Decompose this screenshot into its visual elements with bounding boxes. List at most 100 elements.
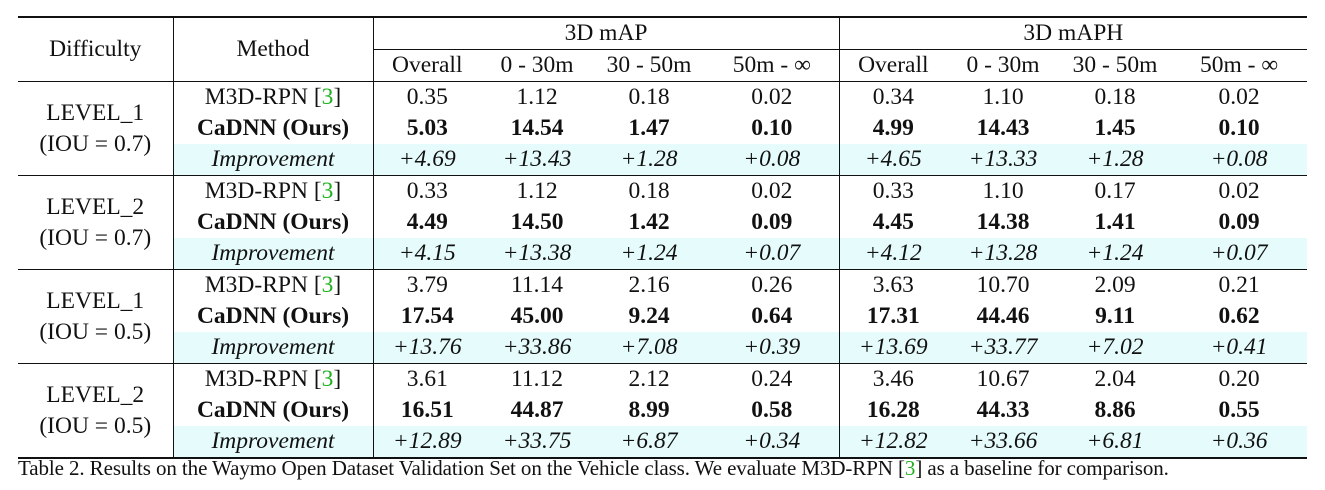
maph-value-cell: +7.02 bbox=[1059, 332, 1172, 364]
ours-row: CaDNN (Ours) 4.49 14.50 1.42 0.09 4.45 14.38 1.… bbox=[18, 207, 1307, 238]
maph-value-cell: +1.24 bbox=[1059, 238, 1172, 270]
results-table: Difficulty Method 3D mAP 3D mAPH Overall… bbox=[18, 16, 1308, 459]
ours-row: CaDNN (Ours) 17.54 45.00 9.24 0.64 17.31 44.46… bbox=[18, 301, 1307, 332]
method-cell: M3D-RPN [3] bbox=[172, 81, 373, 113]
method-header: Method bbox=[172, 16, 373, 82]
map-value-cell: 2.16 bbox=[593, 269, 705, 301]
citation-link[interactable]: 3 bbox=[321, 272, 334, 298]
caption-citation-link[interactable]: 3 bbox=[904, 456, 916, 480]
maph-value-cell: 1.10 bbox=[982, 84, 1024, 110]
caption-text-end: ] as a baseline for comparison. bbox=[915, 456, 1169, 480]
maph-value-cell: 14.43 bbox=[976, 115, 1030, 141]
map-value-cell: 1.42 bbox=[628, 209, 670, 235]
maph-value-cell: 0.20 bbox=[1171, 363, 1308, 395]
maph-value-cell: +4.65 bbox=[838, 144, 948, 176]
maph-value-cell: 9.11 bbox=[1095, 303, 1135, 329]
map-value-cell: 0.10 bbox=[751, 115, 793, 141]
method-cell: Improvement bbox=[172, 238, 373, 270]
method-cell: Improvement bbox=[172, 144, 373, 176]
map-value-cell: 5.03 bbox=[372, 113, 481, 144]
citation-link[interactable]: 3 bbox=[321, 366, 334, 392]
map-value-cell: 9.24 bbox=[628, 303, 670, 329]
map-value-cell: 0.02 bbox=[705, 175, 840, 207]
map-value-cell: +6.87 bbox=[593, 426, 705, 459]
map-value-cell: +0.08 bbox=[705, 144, 840, 176]
method-cell: CaDNN (Ours) bbox=[172, 207, 373, 238]
maph-value-cell: 10.70 bbox=[947, 269, 1060, 301]
map-value-cell: 1.47 bbox=[628, 115, 670, 141]
maph-value-cell: 3.63 bbox=[838, 269, 948, 301]
maph-value-cell: 1.41 bbox=[1094, 209, 1136, 235]
method-cell: CaDNN (Ours) bbox=[172, 301, 373, 332]
method-cell: M3D-RPN [3] bbox=[172, 175, 373, 207]
maph-value-cell: 17.31 bbox=[838, 301, 948, 332]
map-value-cell: +12.89 bbox=[372, 426, 481, 459]
maph-value-cell: 0.10 bbox=[1218, 115, 1260, 141]
map-value-cell: +1.28 bbox=[593, 144, 705, 176]
citation-link[interactable]: 3 bbox=[321, 84, 334, 110]
maph-value-cell: 1.45 bbox=[1094, 115, 1136, 141]
maph-value-cell: 14.38 bbox=[976, 209, 1030, 235]
map-value-cell: 14.50 bbox=[510, 209, 564, 235]
map-value-cell: 0.33 bbox=[372, 175, 481, 207]
maph-value-cell: 10.67 bbox=[947, 363, 1060, 395]
map-value-cell: 1.12 bbox=[516, 84, 558, 110]
map-value-cell: +4.15 bbox=[372, 238, 481, 270]
map-value-cell: +33.75 bbox=[481, 426, 593, 459]
maph-value-cell: +13.28 bbox=[947, 238, 1060, 270]
difficulty-cell: LEVEL_2 (IOU = 0.5) bbox=[18, 363, 173, 459]
maph-value-cell: +0.07 bbox=[1171, 238, 1308, 270]
maph-value-cell: 0.21 bbox=[1171, 269, 1308, 301]
citation-link[interactable]: 3 bbox=[321, 178, 334, 204]
map-value-cell: +1.24 bbox=[593, 238, 705, 270]
method-name-end: ] bbox=[333, 84, 342, 110]
maph-value-cell: 0.33 bbox=[838, 175, 948, 207]
method-cell: Improvement bbox=[172, 426, 373, 459]
difficulty-iou: (IOU = 0.7) bbox=[39, 224, 152, 251]
col-header-map-30-50: 30 - 50m bbox=[606, 52, 692, 78]
improvement-row: Improvement +13.76 +33.86 +7.08 +0.39 +13.69 +… bbox=[18, 332, 1308, 364]
col-header-maph-30-50: 30 - 50m bbox=[1072, 52, 1158, 78]
difficulty-level: LEVEL_2 bbox=[46, 381, 145, 408]
method-name: M3D-RPN [ bbox=[204, 178, 322, 204]
method-name-end: ] bbox=[333, 178, 342, 204]
baseline-row: LEVEL_2 (IOU = 0.5) M3D-RPN [3] 3.61 11.12 2.… bbox=[18, 363, 1308, 459]
maph-value-cell: +4.12 bbox=[838, 238, 948, 270]
table-caption: Table 2. Results on the Waymo Open Datas… bbox=[18, 456, 1169, 481]
method-cell: M3D-RPN [3] bbox=[172, 269, 373, 301]
caption-text: Table 2. Results on the Waymo Open Datas… bbox=[18, 456, 905, 480]
map-value-cell: 0.02 bbox=[751, 84, 793, 110]
method-name: M3D-RPN [ bbox=[204, 272, 322, 298]
map-value-cell: 2.12 bbox=[593, 363, 705, 395]
maph-value-cell: 1.10 bbox=[947, 175, 1060, 207]
maph-value-cell: 4.45 bbox=[838, 207, 948, 238]
maph-value-cell: 0.02 bbox=[1218, 84, 1260, 110]
map-value-cell: 0.24 bbox=[705, 363, 840, 395]
difficulty-iou: (IOU = 0.5) bbox=[39, 412, 152, 439]
difficulty-level: LEVEL_1 bbox=[46, 287, 145, 314]
map-value-cell: 0.26 bbox=[705, 269, 840, 301]
method-name-end: ] bbox=[333, 272, 342, 298]
method-name: M3D-RPN [ bbox=[204, 84, 322, 110]
map-value-cell: 8.99 bbox=[628, 397, 670, 423]
map-value-cell: 17.54 bbox=[372, 301, 481, 332]
maph-value-cell: 0.62 bbox=[1218, 303, 1260, 329]
maph-value-cell: +1.28 bbox=[1059, 144, 1172, 176]
maph-value-cell: 0.55 bbox=[1218, 397, 1260, 423]
maph-value-cell: 0.18 bbox=[1094, 84, 1136, 110]
maph-value-cell: +12.82 bbox=[838, 426, 948, 459]
map-value-cell: +7.08 bbox=[593, 332, 705, 364]
maph-value-cell: 16.28 bbox=[838, 395, 948, 426]
map-value-cell: 0.58 bbox=[751, 397, 793, 423]
maph-value-cell: 0.09 bbox=[1218, 209, 1260, 235]
col-header-maph-50-inf: 50m - ∞ bbox=[1200, 52, 1279, 78]
method-name-end: ] bbox=[333, 366, 342, 392]
maph-value-cell: 0.17 bbox=[1059, 175, 1172, 207]
difficulty-level: LEVEL_2 bbox=[46, 193, 145, 220]
maph-group-header: 3D mAPH bbox=[838, 16, 1308, 50]
map-value-cell: +13.38 bbox=[481, 238, 593, 270]
baseline-row: LEVEL_2 (IOU = 0.7) M3D-RPN [3] 0.33 1.12 0.1… bbox=[18, 175, 1308, 270]
improvement-row: Improvement +12.89 +33.75 +6.87 +0.34 +12.82 +… bbox=[18, 426, 1308, 459]
map-value-cell: 45.00 bbox=[510, 303, 564, 329]
map-value-cell: 16.51 bbox=[372, 395, 481, 426]
